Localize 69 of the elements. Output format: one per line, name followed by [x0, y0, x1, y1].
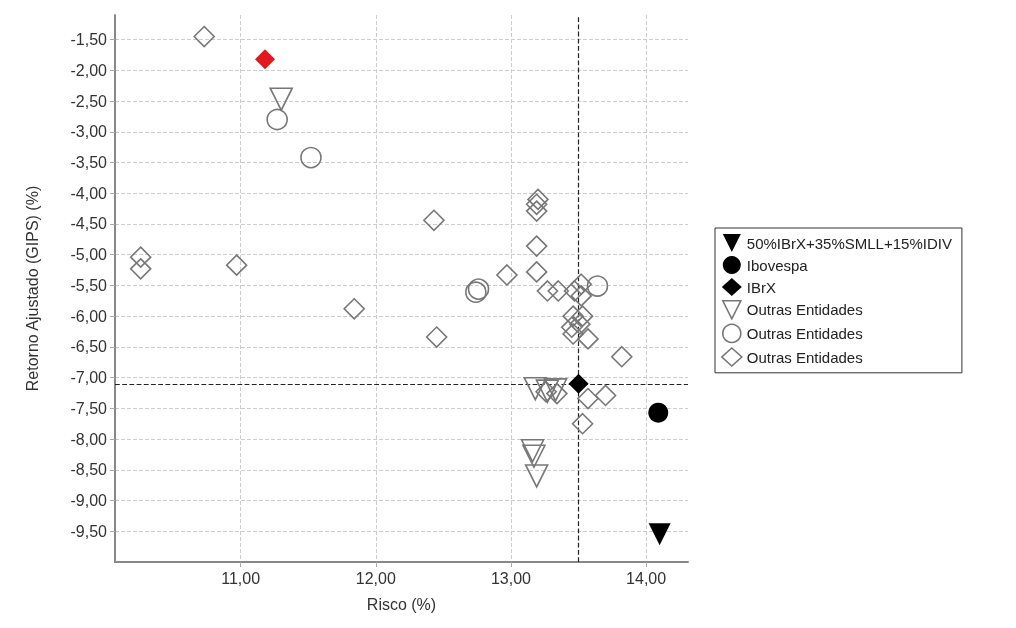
point — [563, 280, 586, 302]
legend-label: Outras Entidades — [746, 324, 863, 342]
y-tick-label: -8,00 — [70, 430, 108, 448]
y-tick-label: -9,00 — [70, 492, 108, 510]
point — [523, 376, 548, 401]
point — [423, 209, 445, 232]
point — [525, 261, 548, 283]
x-tick-label: 13,00 — [490, 569, 532, 587]
point — [562, 323, 584, 345]
point — [525, 235, 548, 257]
point — [536, 280, 559, 302]
y-tick-label: -2,50 — [70, 92, 108, 110]
x-tick-label: 12,00 — [355, 569, 396, 587]
y-tick-label: -7,50 — [70, 399, 108, 417]
point — [300, 146, 322, 169]
point — [522, 444, 546, 469]
y-tick-label: -8,50 — [70, 461, 108, 479]
point — [571, 305, 594, 327]
y-axis-title: Retorno Ajustado (GIPS) (%) — [23, 185, 41, 392]
y-tick-label: -3,00 — [70, 123, 108, 141]
point — [648, 523, 671, 546]
point — [525, 193, 548, 216]
y-tick-label: -9,50 — [70, 522, 108, 540]
y-tick-label: -4,50 — [70, 215, 108, 233]
point — [343, 297, 365, 320]
x-tick-label: 11,00 — [221, 569, 261, 587]
point — [562, 305, 584, 327]
legend-label: Outras Entidades — [746, 348, 863, 366]
point — [570, 273, 593, 295]
point — [586, 275, 609, 297]
point — [269, 87, 294, 111]
point — [568, 373, 589, 394]
y-tick-label: -1,50 — [70, 31, 108, 49]
point — [547, 280, 570, 302]
point — [129, 258, 152, 280]
point — [570, 285, 593, 307]
point — [129, 246, 152, 268]
legend-label: IBrX — [746, 278, 776, 296]
point — [425, 326, 448, 348]
point — [520, 438, 545, 463]
x-tick-label: 14,00 — [626, 569, 667, 587]
x-axis-title: Risco (%) — [366, 595, 437, 613]
point — [594, 384, 617, 407]
point — [255, 49, 276, 70]
point — [496, 264, 518, 286]
y-tick-label: -3,50 — [70, 154, 108, 172]
point — [577, 387, 599, 410]
point — [569, 313, 591, 335]
point — [225, 254, 248, 276]
point — [266, 108, 288, 131]
point — [577, 328, 599, 350]
point — [527, 188, 549, 211]
legend-label: Outras Entidades — [746, 301, 863, 319]
point — [560, 316, 583, 339]
y-tick-label: -5,00 — [70, 246, 108, 264]
y-tick-label: -6,00 — [70, 307, 108, 325]
point — [193, 25, 215, 48]
point — [648, 402, 669, 423]
y-tick-label: -7,00 — [70, 369, 108, 387]
point — [610, 345, 633, 368]
y-tick-label: -6,50 — [70, 338, 108, 356]
point — [524, 464, 549, 488]
legend-label: 50%IBrX+35%SMLL+15%IDIV — [746, 234, 952, 252]
point — [571, 412, 594, 435]
point — [525, 200, 548, 222]
y-tick-label: -5,50 — [70, 276, 108, 294]
y-tick-label: -2,00 — [70, 61, 108, 79]
legend-label: Ibovespa — [746, 256, 809, 274]
y-tick-label: -4,00 — [70, 184, 108, 202]
